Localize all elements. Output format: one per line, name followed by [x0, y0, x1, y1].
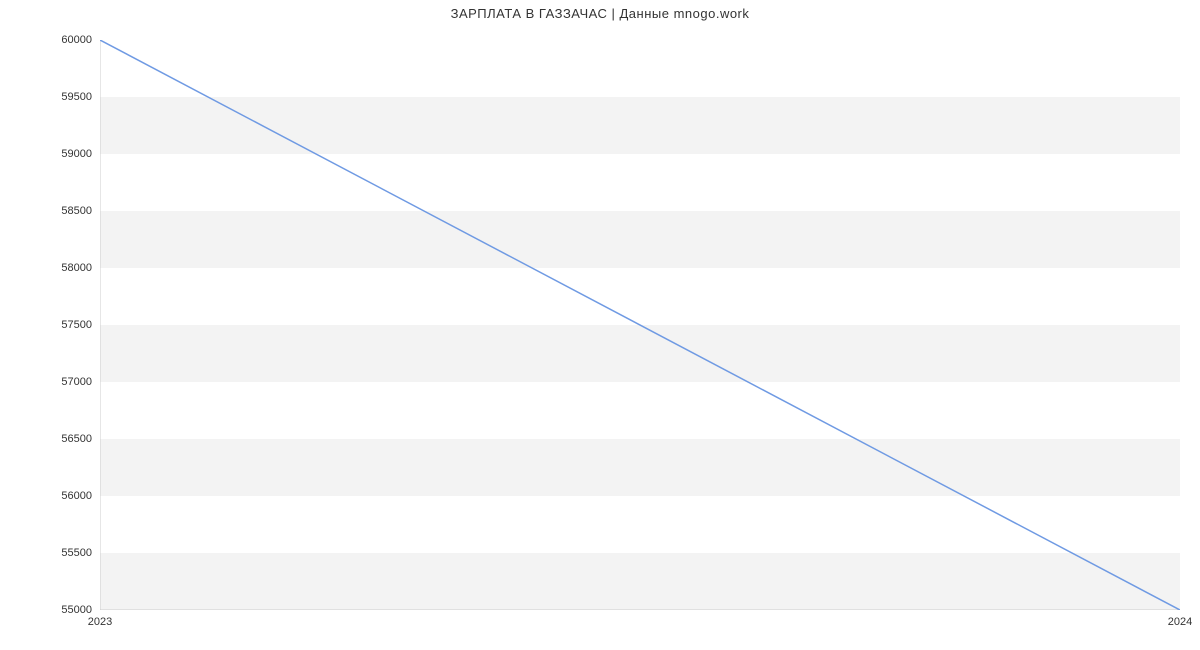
x-tick-label: 2023: [88, 616, 112, 628]
y-tick-label: 59000: [42, 148, 92, 160]
chart-title: ЗАРПЛАТА В ГАЗЗАЧАС | Данные mnogo.work: [0, 6, 1200, 21]
y-tick-label: 55000: [42, 604, 92, 616]
y-tick-label: 56000: [42, 490, 92, 502]
y-tick-label: 55500: [42, 547, 92, 559]
y-tick-label: 57500: [42, 319, 92, 331]
y-tick-label: 60000: [42, 34, 92, 46]
y-tick-label: 58500: [42, 205, 92, 217]
y-tick-label: 59500: [42, 91, 92, 103]
grid-band: [100, 154, 1180, 211]
grid-band: [100, 439, 1180, 496]
grid-band: [100, 211, 1180, 268]
y-tick-label: 56500: [42, 433, 92, 445]
grid-band: [100, 268, 1180, 325]
x-tick-label: 2024: [1168, 616, 1192, 628]
grid-band: [100, 40, 1180, 97]
y-tick-label: 58000: [42, 262, 92, 274]
grid-band: [100, 325, 1180, 382]
grid-band: [100, 382, 1180, 439]
chart-plot: [100, 40, 1180, 610]
chart-container: ЗАРПЛАТА В ГАЗЗАЧАС | Данные mnogo.work …: [0, 0, 1200, 650]
grid-band: [100, 553, 1180, 610]
y-tick-label: 57000: [42, 376, 92, 388]
